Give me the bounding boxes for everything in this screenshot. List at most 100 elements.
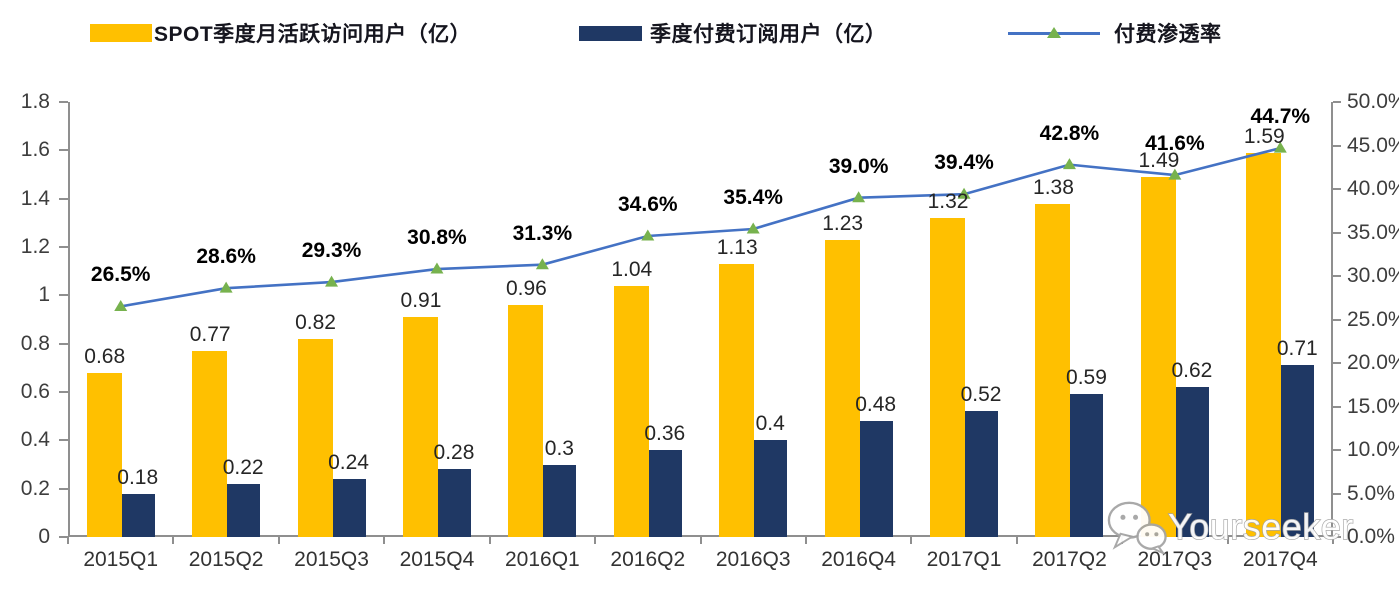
y-axis-tick-left xyxy=(59,294,68,297)
y-axis-tick-right xyxy=(1333,275,1341,277)
penetration-label: 34.6% xyxy=(618,192,678,216)
legend-label-penetration: 付费渗透率 xyxy=(1114,23,1222,46)
x-axis-tick xyxy=(804,537,807,544)
y-axis-label-left: 1.8 xyxy=(20,90,50,113)
bar-label-subscribers: 0.18 xyxy=(117,465,159,489)
penetration-label: 31.3% xyxy=(512,221,573,245)
bar-subscribers xyxy=(1175,387,1209,537)
legend-label-mau: SPOT季度月活跃访问用户（亿） xyxy=(154,23,472,46)
y-axis-tick-left xyxy=(59,246,68,248)
legend-swatch-mau xyxy=(90,24,152,42)
y-axis-label-left: 0.8 xyxy=(20,331,50,355)
y-axis-tick-left xyxy=(59,197,68,200)
bar-label-subscribers: 0.28 xyxy=(433,441,475,465)
x-axis-label: 2017Q1 xyxy=(926,548,1002,571)
y-axis-tick-left xyxy=(59,391,68,393)
bar-subscribers xyxy=(965,411,999,537)
x-axis-label: 2017Q3 xyxy=(1137,548,1213,571)
legend-swatch-subscribers xyxy=(579,25,642,41)
y-axis-tick-right xyxy=(1333,536,1341,538)
y-axis-tick-right xyxy=(1333,362,1341,364)
legend-item-mau: SPOT季度月活跃访问用户（亿） xyxy=(90,18,471,48)
penetration-label: 35.4% xyxy=(723,186,783,210)
y-axis-label-right: 0.0% xyxy=(1347,525,1395,548)
y-axis-label-left: 0.4 xyxy=(20,428,50,452)
bar-label-mau: 1.32 xyxy=(927,190,969,213)
y-axis-label-left: 1.6 xyxy=(20,138,50,162)
penetration-label: 44.7% xyxy=(1250,105,1311,129)
penetration-label: 26.5% xyxy=(90,263,151,287)
bar-subscribers xyxy=(1281,365,1315,537)
y-axis-label-left: 1.2 xyxy=(20,235,50,258)
watermark: Yourseeker xyxy=(1106,498,1354,556)
penetration-label: 39.0% xyxy=(828,154,889,178)
y-axis-tick-right xyxy=(1333,449,1341,451)
y-axis-tick-right xyxy=(1333,144,1341,147)
x-axis-tick xyxy=(1226,537,1229,544)
x-axis-label: 2015Q1 xyxy=(83,548,159,571)
bar-label-mau: 0.82 xyxy=(295,310,336,334)
penetration-label: 41.6% xyxy=(1145,132,1205,156)
bar-mau xyxy=(1140,176,1176,537)
y-axis-tick-right xyxy=(1333,101,1341,103)
x-axis-tick xyxy=(172,537,175,544)
penetration-label: 28.6% xyxy=(196,245,256,269)
bar-label-subscribers: 0.4 xyxy=(755,412,785,436)
legend-label-subscribers: 季度付费订阅用户（亿） xyxy=(650,23,887,46)
bar-mau xyxy=(824,239,860,537)
y-axis-label-left: 1.4 xyxy=(20,186,50,210)
bar-mau xyxy=(402,317,438,537)
y-axis-label-right: 25.0% xyxy=(1347,307,1399,331)
bar-subscribers xyxy=(332,479,366,537)
y-axis-label-right: 30.0% xyxy=(1347,264,1399,287)
y-axis-label-right: 40.0% xyxy=(1347,177,1399,200)
bar-label-subscribers: 0.3 xyxy=(544,436,574,460)
x-axis-label: 2015Q4 xyxy=(399,548,475,571)
legend-item-subscribers: 季度付费订阅用户（亿） xyxy=(579,18,887,48)
y-axis-label-right: 20.0% xyxy=(1347,351,1399,374)
y-axis-label-right: 50.0% xyxy=(1347,90,1399,113)
bar-label-mau: 1.04 xyxy=(611,257,653,281)
penetration-label: 29.3% xyxy=(301,239,362,263)
bar-subscribers xyxy=(1070,394,1104,537)
wechat-icon xyxy=(1107,501,1167,556)
x-axis-label: 2016Q3 xyxy=(715,548,791,571)
bar-label-subscribers: 0.36 xyxy=(644,422,686,445)
x-axis-tick xyxy=(1015,537,1018,544)
bar-label-mau: 0.68 xyxy=(84,344,126,368)
y-axis-tick-left xyxy=(59,439,68,442)
y-axis-tick-left xyxy=(59,101,68,103)
x-axis-tick xyxy=(1332,537,1334,544)
bar-label-subscribers: 0.59 xyxy=(1066,366,1107,390)
bar-label-subscribers: 0.24 xyxy=(328,451,369,474)
x-axis-label: 2016Q1 xyxy=(505,548,580,571)
bar-label-mau: 1.13 xyxy=(716,235,758,259)
y-axis-tick-left xyxy=(59,536,68,538)
x-axis-tick xyxy=(277,537,280,544)
x-axis-label: 2017Q4 xyxy=(1242,548,1318,571)
y-axis-tick-left xyxy=(59,487,68,490)
bar-mau xyxy=(86,372,122,537)
y-axis-tick-left xyxy=(59,149,68,152)
bar-label-subscribers: 0.71 xyxy=(1276,337,1318,361)
triangle-marker-icon xyxy=(1047,27,1061,38)
y-axis-label-right: 15.0% xyxy=(1347,394,1399,418)
y-axis-tick-right xyxy=(1333,188,1341,190)
x-axis-tick xyxy=(488,537,491,544)
legend-swatch-penetration xyxy=(1008,26,1100,40)
bar-label-subscribers: 0.48 xyxy=(855,393,897,416)
bar-label-mau: 0.91 xyxy=(400,289,442,313)
watermark-text: Yourseeker xyxy=(1167,505,1354,547)
bar-mau xyxy=(719,263,755,537)
y-axis-tick-right xyxy=(1333,318,1341,321)
y-axis-label-right: 35.0% xyxy=(1347,220,1399,244)
legend-item-penetration: 付费渗透率 xyxy=(1008,18,1222,48)
y-axis-label-right: 45.0% xyxy=(1347,133,1399,157)
bar-subscribers xyxy=(648,450,682,537)
y-axis-tick-left xyxy=(59,342,68,345)
bar-label-mau: 0.77 xyxy=(189,322,231,346)
x-axis-label: 2016Q4 xyxy=(821,548,896,571)
bar-label-mau: 0.96 xyxy=(505,277,547,300)
y-axis-label-left: 0.6 xyxy=(20,380,50,403)
